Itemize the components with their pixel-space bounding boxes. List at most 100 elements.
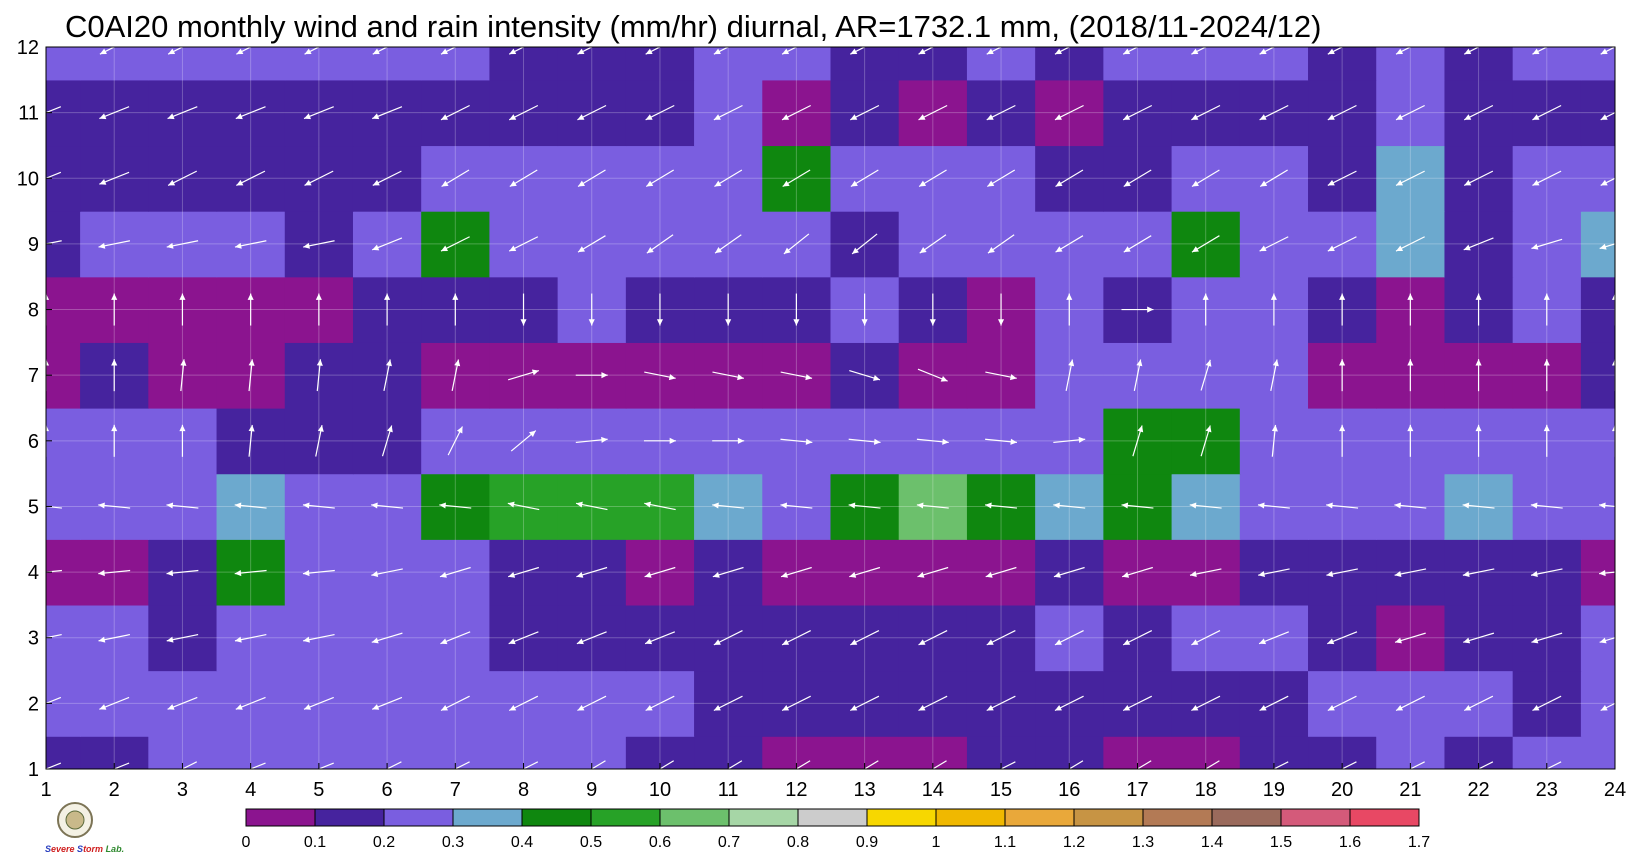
heat-cell [284,47,354,81]
colorbar-label: 0 [242,834,251,851]
colorbar-label: 0.7 [718,834,740,851]
wind-arrow [1122,47,1139,55]
wind-arrow [46,424,50,457]
wind-arrow [1055,235,1084,253]
wind-arrow [727,760,743,769]
wind-arrow [247,293,254,326]
x-tick-label: 10 [649,779,671,801]
logo-text: Severe Storm Lab. [45,844,124,854]
wind-arrow [1327,104,1357,121]
wind-arrow [918,169,947,188]
wind-arrow [1599,502,1615,509]
wind-arrow [167,106,198,120]
wind-arrow [851,233,878,255]
wind-arrow [372,696,403,710]
wind-arrow [1463,47,1480,55]
heat-cell [966,47,1036,81]
wind-arrow [577,695,607,712]
wind-arrow [931,760,947,769]
wind-arrow [850,104,880,121]
wind-arrow [1189,568,1222,577]
wind-arrow [1532,695,1562,712]
wind-arrow [1065,359,1075,391]
heat-cell [1376,47,1446,81]
heat-cell [1580,47,1615,81]
y-tick-label: 5 [28,496,39,518]
heat-cell [1580,408,1615,475]
x-tick-label: 13 [853,779,875,801]
wind-arrow [315,293,322,326]
wind-arrow [46,293,50,326]
wind-arrow [643,437,676,444]
wind-arrow [1123,235,1152,253]
colorbar-label: 0.2 [373,834,395,851]
wind-arrow [235,696,266,710]
wind-arrow [713,47,730,55]
wind-arrow [1339,293,1346,326]
wind-arrow [1257,502,1290,509]
wind-arrow [112,762,130,769]
wind-arrow [1407,359,1414,392]
x-tick-label: 2 [109,779,120,801]
wind-arrow [385,761,402,769]
wind-arrow [99,171,130,185]
wind-arrow [714,234,742,254]
heat-cell [1308,47,1377,81]
colorbar-label: 0.6 [649,834,671,851]
wind-arrow [303,240,335,249]
wind-arrow [98,502,131,509]
wind-arrow [1258,631,1289,645]
wind-arrow [725,293,732,326]
wind-arrow [1600,702,1615,712]
wind-arrow [1600,177,1615,186]
heat-cell [1239,47,1309,81]
x-tick-label: 23 [1536,779,1558,801]
wind-arrow [861,293,868,326]
wind-arrow [645,169,674,188]
colorbar-segment [1073,808,1144,827]
x-tick-label: 18 [1195,779,1217,801]
wind-arrow [1530,502,1563,509]
wind-arrow [1326,568,1358,577]
wind-arrow [575,372,608,379]
wind-arrow [588,293,595,326]
wind-arrow [1395,170,1425,186]
wind-arrow [1191,235,1220,253]
wind-arrow [713,630,743,646]
wind-arrow [713,695,743,712]
wind-arrow [440,695,470,712]
heat-cell [1444,47,1514,81]
wind-arrow [508,695,539,712]
y-tick-label: 9 [28,234,39,256]
wind-arrow [793,293,800,326]
wind-arrow [1259,104,1289,121]
x-tick-label: 3 [177,779,188,801]
colorbar-segment [935,808,1006,827]
wind-arrow [1394,632,1426,644]
wind-arrow [1191,104,1221,121]
wind-arrow [234,502,267,509]
heat-cell [1580,342,1615,409]
heat-cell [557,47,627,81]
wind-arrow [1327,47,1344,55]
wind-arrow [645,695,675,712]
wind-arrow [1394,502,1427,509]
wind-arrow [235,106,266,120]
wind-arrow [384,293,391,326]
heat-cell [1580,670,1615,737]
wind-arrow [372,106,403,120]
colorbar-label: 1.3 [1132,834,1154,851]
colorbar-segment [383,808,454,827]
wind-arrow [46,359,50,392]
wind-arrow [1191,169,1220,188]
wind-arrow [1122,630,1153,646]
wind-arrow [1463,104,1494,121]
wind-arrow [985,502,1018,509]
wind-arrow [1054,47,1071,55]
wind-arrow [167,47,184,55]
wind-arrow [848,502,881,509]
wind-arrow [645,104,675,121]
wind-arrow [315,425,324,457]
wind-arrow [1066,293,1073,326]
